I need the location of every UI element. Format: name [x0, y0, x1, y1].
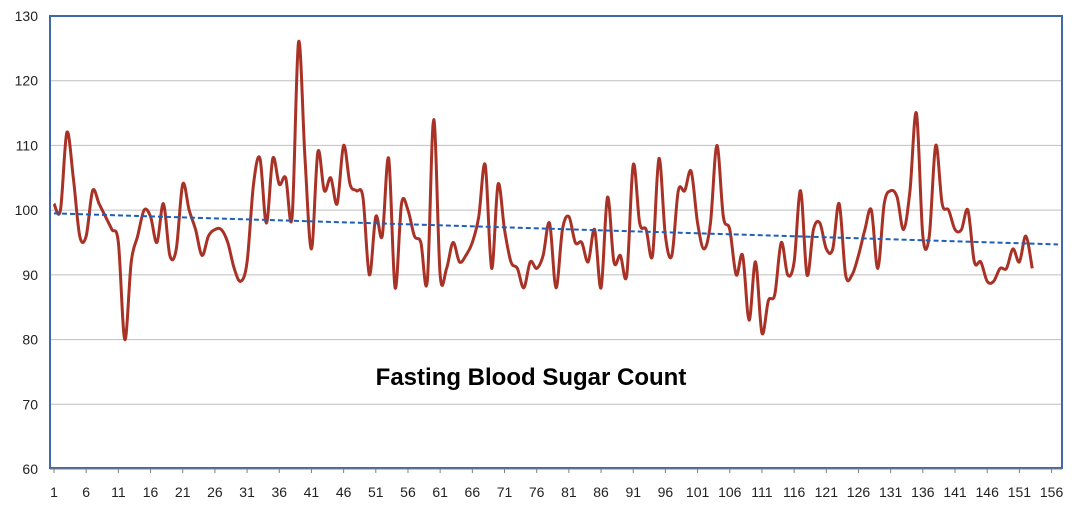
x-tick-label: 156 — [1040, 484, 1064, 500]
gridlines — [50, 80, 1062, 405]
y-tick-label: 70 — [22, 396, 38, 412]
y-tick-label: 90 — [22, 267, 38, 283]
x-tick-label: 106 — [718, 484, 742, 500]
x-tick-label: 6 — [82, 484, 90, 500]
x-tick-label: 51 — [368, 484, 384, 500]
x-tick-label: 31 — [239, 484, 255, 500]
x-axis-ticks: 1 6 11 16 21 26 31 36 41 46 51 56 61 66 71 76 81 86 91 96 10… — [50, 469, 1063, 500]
x-tick-label: 76 — [529, 484, 545, 500]
y-tick-label: 130 — [15, 8, 39, 24]
x-tick-label: 111 — [751, 484, 772, 500]
x-tick-label: 1 — [50, 484, 58, 500]
x-tick-label: 131 — [879, 484, 903, 500]
x-tick-label: 56 — [400, 484, 416, 500]
x-tick-label: 86 — [593, 484, 609, 500]
x-tick-label: 21 — [175, 484, 191, 500]
series-line-blood-sugar — [52, 39, 1034, 342]
y-tick-label: 60 — [22, 461, 38, 477]
x-tick-label: 71 — [497, 484, 513, 500]
x-tick-label: 136 — [911, 484, 935, 500]
x-tick-label: 91 — [625, 484, 641, 500]
x-tick-label: 26 — [207, 484, 223, 500]
x-tick-label: 151 — [1008, 484, 1032, 500]
chart-title: Fasting Blood Sugar Count — [376, 364, 687, 391]
x-tick-label: 11 — [111, 484, 126, 500]
x-tick-label: 121 — [815, 484, 839, 500]
y-tick-label: 110 — [16, 137, 39, 153]
x-tick-label: 36 — [271, 484, 287, 500]
x-tick-label: 61 — [432, 484, 448, 500]
x-tick-label: 41 — [304, 484, 320, 500]
x-tick-label: 46 — [336, 484, 352, 500]
x-tick-label: 146 — [976, 484, 1000, 500]
x-tick-label: 116 — [783, 484, 806, 500]
y-tick-label: 80 — [22, 332, 38, 348]
y-axis-ticks: 60 70 80 90 100 110 120 130 — [15, 8, 39, 477]
x-tick-label: 81 — [561, 484, 577, 500]
plot-area-border — [49, 15, 1063, 469]
x-tick-label: 126 — [847, 484, 871, 500]
x-tick-label: 101 — [686, 484, 710, 500]
x-tick-label: 66 — [465, 484, 481, 500]
y-tick-label: 100 — [15, 202, 39, 218]
x-tick-label: 16 — [143, 484, 159, 500]
y-tick-label: 120 — [15, 73, 39, 89]
x-tick-label: 141 — [943, 484, 967, 500]
data-series — [52, 39, 1059, 342]
x-tick-label: 96 — [658, 484, 674, 500]
